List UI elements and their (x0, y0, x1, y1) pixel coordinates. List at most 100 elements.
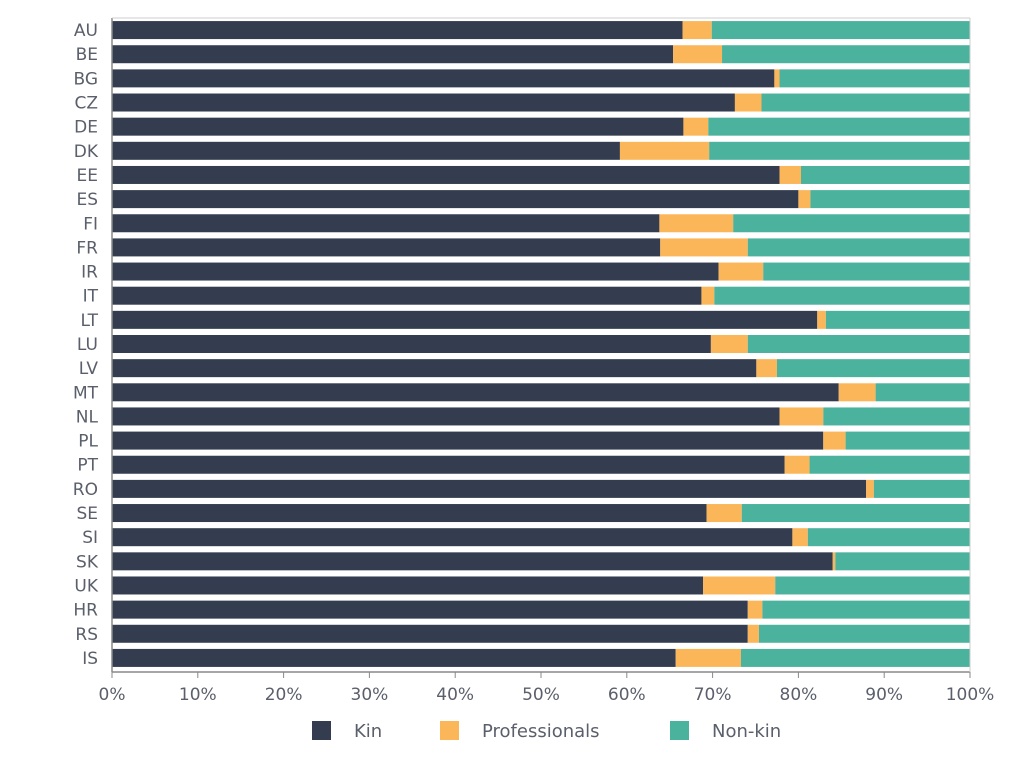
bar-se-kin (112, 504, 707, 523)
bar-mt-professionals (838, 383, 876, 402)
x-tick-label: 70% (694, 685, 732, 705)
bar-au-kin (112, 21, 683, 40)
bar-hr-professionals (747, 600, 763, 619)
x-tick-label: 10% (179, 685, 217, 705)
axes-group: 0% 10% 20% 30% 40% 50% 60% 70% 80% 90% 100% (99, 17, 995, 705)
category-label: FI (83, 214, 98, 234)
bar-nl-non-kin (823, 407, 970, 426)
bar-bg-non-kin (779, 69, 970, 88)
bar-de-kin (112, 117, 684, 136)
category-label: IS (82, 649, 98, 669)
x-tick-label: 20% (265, 685, 303, 705)
category-label: PT (77, 456, 98, 476)
bar-it-kin (112, 286, 702, 305)
bar-rs-kin (112, 624, 748, 643)
bar-bg-kin (112, 69, 775, 88)
bar-de-non-kin (708, 117, 970, 136)
category-label: MT (73, 383, 99, 403)
bar-se-professionals (706, 504, 742, 523)
bar-ee-non-kin (800, 165, 970, 184)
category-label: LV (79, 359, 99, 379)
bar-pt-kin (112, 455, 785, 474)
bar-sk-non-kin (835, 552, 970, 571)
x-tick-label: 40% (436, 685, 474, 705)
bar-si-professionals (792, 528, 808, 547)
bar-be-non-kin (722, 45, 970, 64)
bar-fi-professionals (659, 214, 734, 233)
bar-ir-non-kin (763, 262, 970, 281)
category-label: NL (76, 407, 99, 427)
legend-label-non-kin: Non-kin (712, 721, 781, 742)
bar-rs-professionals (747, 624, 759, 643)
bar-is-non-kin (740, 648, 970, 667)
bar-uk-non-kin (775, 576, 970, 595)
bar-es-non-kin (810, 190, 970, 209)
bar-lt-professionals (817, 310, 826, 329)
bar-se-non-kin (741, 504, 970, 523)
x-tick-label: 100% (946, 685, 995, 705)
category-label: PL (78, 432, 98, 452)
bar-lu-professionals (710, 335, 748, 353)
bar-ro-non-kin (873, 479, 970, 498)
bar-sk-kin (112, 552, 833, 571)
bar-dk-kin (112, 141, 620, 160)
legend-swatch-professionals (440, 721, 459, 740)
bar-fi-kin (112, 214, 660, 233)
category-label: BE (76, 45, 98, 65)
category-label: DE (74, 118, 98, 138)
bar-fr-professionals (660, 238, 748, 257)
bar-au-non-kin (711, 21, 970, 40)
bar-es-professionals (798, 190, 811, 209)
bar-hr-kin (112, 600, 748, 619)
x-tick-label: 90% (865, 685, 903, 705)
bar-fr-non-kin (747, 238, 970, 257)
bar-ro-kin (112, 479, 867, 498)
bar-ir-kin (112, 262, 719, 281)
category-label: SE (76, 504, 98, 524)
bar-mt-kin (112, 383, 839, 402)
legend: Kin Professionals Non-kin (312, 721, 781, 742)
x-tick-label: 30% (351, 685, 389, 705)
bars-group (112, 21, 970, 667)
bar-dk-non-kin (709, 141, 970, 160)
bar-pt-professionals (784, 455, 810, 474)
bar-cz-professionals (734, 93, 762, 112)
category-label: LU (77, 335, 98, 355)
x-tick-label: 80% (780, 685, 818, 705)
bar-ee-professionals (779, 165, 801, 184)
category-label: SI (82, 528, 98, 548)
bar-is-professionals (675, 648, 741, 667)
bar-ee-kin (112, 165, 780, 184)
x-tick-label: 60% (608, 685, 646, 705)
category-label: RS (75, 625, 98, 645)
bar-it-non-kin (714, 286, 970, 305)
bar-lv-kin (112, 359, 757, 378)
bar-hr-non-kin (762, 600, 970, 619)
bar-pt-non-kin (809, 455, 970, 474)
bar-fr-kin (112, 238, 661, 257)
bar-fi-non-kin (733, 214, 970, 233)
category-label: CZ (74, 94, 98, 114)
bar-lt-kin (112, 310, 818, 329)
category-label: HR (73, 601, 98, 621)
bar-dk-professionals (619, 141, 710, 160)
category-label: BG (73, 69, 98, 89)
category-label: SK (76, 552, 99, 572)
bar-lv-non-kin (776, 359, 970, 378)
bar-ir-professionals (718, 262, 764, 281)
bar-lv-professionals (756, 359, 777, 378)
category-label: FR (76, 238, 98, 258)
category-label: AU (74, 21, 98, 41)
legend-label-professionals: Professionals (482, 721, 600, 742)
bar-it-professionals (701, 286, 715, 305)
category-label: IT (83, 287, 99, 307)
category-label: LT (80, 311, 98, 331)
category-labels: AU BE BG CZ DE DK EE ES FI FR IR IT LT LU LV MT NL PL PT RO… (73, 21, 99, 669)
bar-uk-kin (112, 576, 704, 595)
bar-be-kin (112, 45, 674, 64)
category-label: ES (76, 190, 98, 210)
legend-swatch-non-kin (670, 721, 689, 740)
category-label: UK (74, 576, 98, 596)
bar-lt-non-kin (825, 310, 970, 329)
